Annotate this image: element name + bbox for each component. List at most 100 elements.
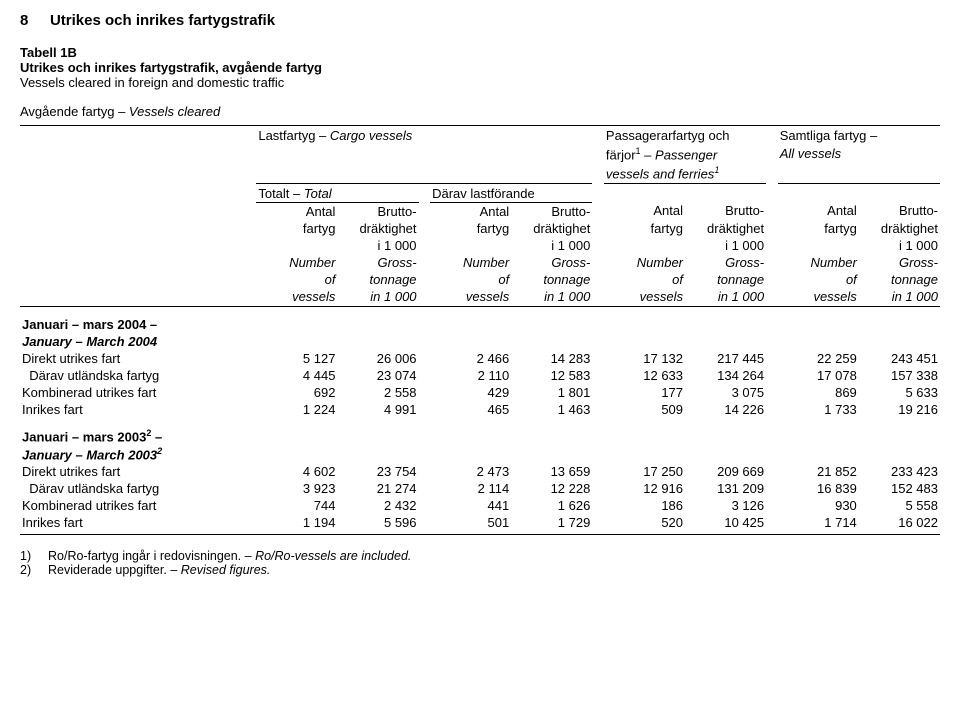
col-i1000: i 1 000 (859, 237, 940, 254)
cell-value: 4 445 (256, 367, 337, 384)
cell-value: 3 923 (256, 480, 337, 497)
cell-value: 2 432 (337, 497, 418, 514)
cell-value: 5 127 (256, 350, 337, 367)
cell-value: 509 (604, 401, 685, 418)
table-title-en: Vessels cleared in foreign and domestic … (20, 75, 940, 90)
table-row: Direkt utrikes fart5 12726 0062 46614 28… (20, 350, 940, 367)
col-number: Number (430, 254, 511, 271)
cell-value: 5 633 (859, 384, 940, 401)
group-cargo-en: Cargo vessels (330, 128, 412, 143)
cell-value: 2 114 (430, 480, 511, 497)
subgroup-total: Totalt – Total (256, 183, 418, 202)
cell-value: 19 216 (859, 401, 940, 418)
table-label: Tabell 1B (20, 45, 940, 60)
cell-value: 16 022 (859, 514, 940, 531)
cell-value: 23 074 (337, 367, 418, 384)
table-row: Kombinerad utrikes fart7442 4324411 6261… (20, 497, 940, 514)
col-gross: Gross- (511, 254, 592, 271)
cell-value: 692 (256, 384, 337, 401)
footnote-text: Ro/Ro-fartyg ingår i redovisningen. – Ro… (48, 549, 411, 563)
col-of: of (778, 271, 859, 288)
cell-value: 209 669 (685, 463, 766, 480)
col-antal: Antal (604, 202, 685, 220)
group-passenger-line3: vessels and ferries1 (604, 163, 766, 183)
cell-value: 2 110 (430, 367, 511, 384)
subgroup-loaded-sv: Därav lastförande (432, 186, 535, 201)
row-label: Kombinerad utrikes fart (20, 497, 256, 514)
section-header-en: January – March 20032 (20, 445, 256, 463)
col-tonnage: tonnage (511, 271, 592, 288)
group-all-en: All vessels (780, 146, 841, 161)
cell-value: 2 473 (430, 463, 511, 480)
section-header-sv: Januari – mars 20032 – (20, 418, 256, 445)
row-label: Direkt utrikes fart (20, 350, 256, 367)
table-row: Därav utländska fartyg4 44523 0742 11012… (20, 367, 940, 384)
col-brutto: Brutto- (685, 202, 766, 220)
cell-value: 16 839 (778, 480, 859, 497)
subgroup-loaded: Därav lastförande (430, 183, 592, 202)
cell-value: 4 991 (337, 401, 418, 418)
cell-value: 2 466 (430, 350, 511, 367)
subgroup-total-sv: Totalt (258, 186, 289, 201)
cell-value: 23 754 (337, 463, 418, 480)
col-number: Number (256, 254, 337, 271)
cell-value: 869 (778, 384, 859, 401)
col-number: Number (778, 254, 859, 271)
col-i1000: i 1 000 (511, 237, 592, 254)
group-cargo-dash: – (315, 128, 329, 143)
group-passenger-sup2: 1 (714, 165, 719, 175)
col-fartyg: fartyg (778, 220, 859, 237)
footnote-text: Reviderade uppgifter. – Revised figures. (48, 563, 270, 577)
cell-value: 157 338 (859, 367, 940, 384)
cell-value: 501 (430, 514, 511, 531)
cell-value: 1 194 (256, 514, 337, 531)
col-antal: Antal (256, 202, 337, 220)
data-table: Lastfartyg – Cargo vessels Passagerarfar… (20, 125, 940, 535)
col-brutto: Brutto- (511, 202, 592, 220)
cell-value: 520 (604, 514, 685, 531)
table-row: Kombinerad utrikes fart6922 5584291 8011… (20, 384, 940, 401)
cell-value: 1 733 (778, 401, 859, 418)
group-passenger-line2: färjor1 – Passenger (604, 144, 766, 163)
cell-value: 13 659 (511, 463, 592, 480)
col-drakt: dräktighet (511, 220, 592, 237)
cell-value: 1 224 (256, 401, 337, 418)
col-vessels: vessels (604, 288, 685, 307)
cell-value: 26 006 (337, 350, 418, 367)
col-vessels: vessels (256, 288, 337, 307)
cell-value: 744 (256, 497, 337, 514)
cell-value: 17 132 (604, 350, 685, 367)
col-drakt: dräktighet (859, 220, 940, 237)
cell-value: 21 274 (337, 480, 418, 497)
doc-title: Utrikes och inrikes fartygstrafik (50, 12, 275, 29)
col-antal: Antal (778, 202, 859, 220)
table-title-sv: Utrikes och inrikes fartygstrafik, avgåe… (20, 60, 940, 75)
footnote: 2) Reviderade uppgifter. – Revised figure… (20, 563, 940, 577)
cell-value: 233 423 (859, 463, 940, 480)
stub-header-dash: – (114, 104, 128, 119)
col-tonnage: tonnage (685, 271, 766, 288)
table-row: Inrikes fart1 1945 5965011 72952010 4251… (20, 514, 940, 531)
row-label: Inrikes fart (20, 401, 256, 418)
group-all-sv: Samtliga fartyg (780, 128, 867, 143)
group-passenger-en1: Passenger (655, 147, 717, 162)
cell-value: 131 209 (685, 480, 766, 497)
stub-header: Avgående fartyg – Vessels cleared (20, 104, 940, 119)
col-in1000: in 1 000 (337, 288, 418, 307)
cell-value: 2 558 (337, 384, 418, 401)
group-all-line1: Samtliga fartyg – (778, 126, 940, 145)
cell-value: 12 916 (604, 480, 685, 497)
cell-value: 177 (604, 384, 685, 401)
col-brutto: Brutto- (337, 202, 418, 220)
section-header-sv: Januari – mars 2004 – (20, 306, 256, 333)
cell-value: 12 583 (511, 367, 592, 384)
subgroup-total-en: Total (304, 186, 332, 201)
cell-value: 10 425 (685, 514, 766, 531)
cell-value: 21 852 (778, 463, 859, 480)
section-header-en: January – March 2004 (20, 333, 256, 350)
cell-value: 243 451 (859, 350, 940, 367)
cell-value: 930 (778, 497, 859, 514)
footnote-num: 2) (20, 563, 38, 577)
col-gross: Gross- (685, 254, 766, 271)
stub-header-sv: Avgående fartyg (20, 104, 114, 119)
